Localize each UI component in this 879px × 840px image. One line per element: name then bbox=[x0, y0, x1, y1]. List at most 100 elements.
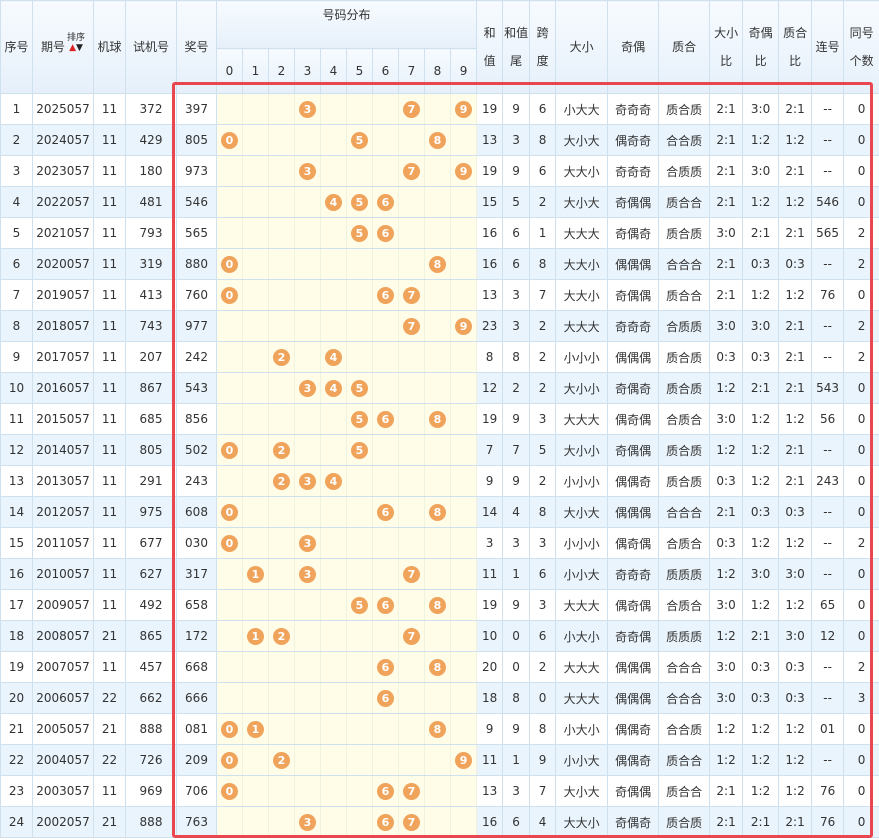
table-cell: 12 bbox=[476, 372, 504, 404]
table-cell: 081 bbox=[176, 713, 217, 745]
table-cell: 大小小 bbox=[555, 372, 609, 404]
distribution-cell bbox=[372, 248, 399, 280]
table-cell: 奇奇奇 bbox=[607, 93, 660, 125]
table-cell: 16 bbox=[476, 806, 504, 838]
table-cell: 685 bbox=[125, 403, 177, 435]
number-ball: 7 bbox=[403, 286, 420, 304]
table-cell: 658 bbox=[176, 589, 217, 621]
table-row: 2 2024057 11 429 805 0 5 8 13 3 8 大小大 偶奇奇 合合质 2:1 1:2 1:… bbox=[0, 124, 879, 156]
table-cell: 23 bbox=[476, 310, 504, 342]
distribution-cell bbox=[424, 465, 451, 497]
table-cell: 22 bbox=[93, 744, 126, 776]
column-header: 奖号 bbox=[176, 0, 217, 94]
table-cell: 11 bbox=[93, 124, 126, 156]
table-cell: 7 bbox=[476, 434, 504, 466]
distribution-cell: 0 bbox=[216, 744, 243, 776]
table-cell: -- bbox=[811, 558, 845, 590]
sort-button[interactable]: 排序 ▲▼ bbox=[67, 33, 85, 53]
distribution-cell bbox=[268, 806, 295, 838]
distribution-cell bbox=[320, 682, 347, 714]
table-cell: 2014057 bbox=[32, 434, 94, 466]
table-cell: -- bbox=[811, 124, 845, 156]
table-row: 7 2019057 11 413 760 0 6 7 13 3 7 大大小 奇偶偶 质合合 2:1 1:2 1:… bbox=[0, 279, 879, 311]
table-cell: 3 bbox=[476, 527, 504, 559]
table-cell: 19 bbox=[476, 403, 504, 435]
distribution-cell bbox=[216, 217, 243, 249]
table-cell: 565 bbox=[811, 217, 845, 249]
number-ball: 3 bbox=[299, 100, 316, 118]
table-cell: 1 bbox=[502, 744, 531, 776]
distribution-cell bbox=[268, 155, 295, 187]
table-cell: 10 bbox=[476, 620, 504, 652]
table-cell: 小大小 bbox=[555, 620, 609, 652]
table-cell: 8 bbox=[529, 248, 557, 280]
table-cell: 偶偶偶 bbox=[607, 682, 660, 714]
distribution-cell bbox=[449, 248, 478, 280]
distribution-cell bbox=[268, 93, 295, 125]
distribution-cell: 3 bbox=[294, 155, 321, 187]
distribution-cell bbox=[294, 310, 321, 342]
distribution-cell bbox=[294, 341, 321, 373]
distribution-cell bbox=[372, 527, 399, 559]
distribution-cell bbox=[320, 589, 347, 621]
distribution-cell bbox=[216, 155, 243, 187]
sort-label: 排序 bbox=[67, 33, 86, 43]
table-cell: 2 bbox=[843, 217, 879, 249]
distribution-cell bbox=[346, 713, 373, 745]
table-cell: -- bbox=[811, 155, 845, 187]
table-cell: 11 bbox=[93, 93, 126, 125]
distribution-cell bbox=[449, 434, 478, 466]
table-cell: 13 bbox=[476, 124, 504, 156]
table-cell: 2015057 bbox=[32, 403, 94, 435]
table-cell: 7 bbox=[502, 434, 531, 466]
distribution-cell bbox=[268, 713, 295, 745]
table-cell: 291 bbox=[125, 465, 177, 497]
number-ball: 4 bbox=[325, 348, 342, 366]
distribution-cell bbox=[346, 620, 373, 652]
table-cell: 8 bbox=[529, 124, 557, 156]
distribution-cell bbox=[216, 403, 243, 435]
table-cell: 小小大 bbox=[555, 558, 609, 590]
distribution-cell bbox=[346, 465, 373, 497]
table-cell: 2021057 bbox=[32, 217, 94, 249]
distribution-cell bbox=[242, 527, 269, 559]
table-row: 19 2007057 11 457 668 6 8 20 0 2 大大大 偶偶偶 合合合 3:0 0:3 0:… bbox=[0, 651, 879, 683]
distribution-cell bbox=[398, 682, 425, 714]
number-ball: 5 bbox=[351, 379, 368, 397]
number-ball: 6 bbox=[377, 224, 394, 242]
table-cell: 65 bbox=[811, 589, 845, 621]
table-cell: 合质合 bbox=[658, 589, 711, 621]
table-cell: 3:0 bbox=[778, 558, 813, 590]
table-cell: 2:1 bbox=[709, 775, 744, 807]
table-cell: 2:1 bbox=[709, 248, 744, 280]
distribution-cell bbox=[242, 155, 269, 187]
distribution-cell bbox=[346, 248, 373, 280]
table-row: 5 2021057 11 793 565 5 6 16 6 1 大大大 奇偶奇 质合质 3:0 2:1 2:1… bbox=[0, 217, 879, 249]
table-cell: 合合合 bbox=[658, 651, 711, 683]
distribution-cell: 7 bbox=[398, 279, 425, 311]
table-cell: 4 bbox=[502, 496, 531, 528]
table-cell: 0 bbox=[502, 620, 531, 652]
distribution-cell bbox=[268, 651, 295, 683]
table-cell: 2:1 bbox=[778, 372, 813, 404]
distribution-cell bbox=[398, 186, 425, 218]
distribution-cell bbox=[294, 186, 321, 218]
distribution-cell bbox=[320, 806, 347, 838]
table-cell: 543 bbox=[811, 372, 845, 404]
table-cell: 13 bbox=[0, 465, 33, 497]
column-header: 跨度 bbox=[529, 0, 557, 94]
distribution-cell bbox=[398, 341, 425, 373]
table-cell: 706 bbox=[176, 775, 217, 807]
distribution-cell bbox=[320, 651, 347, 683]
distribution-cell bbox=[268, 186, 295, 218]
table-cell: 7 bbox=[0, 279, 33, 311]
table-cell: 奇奇奇 bbox=[607, 155, 660, 187]
number-ball: 3 bbox=[299, 565, 316, 583]
distribution-cell bbox=[372, 713, 399, 745]
distribution-cell: 2 bbox=[268, 620, 295, 652]
number-ball: 8 bbox=[429, 255, 446, 273]
table-cell: 0:3 bbox=[742, 341, 780, 373]
table-cell: 546 bbox=[811, 186, 845, 218]
distribution-cell bbox=[268, 372, 295, 404]
